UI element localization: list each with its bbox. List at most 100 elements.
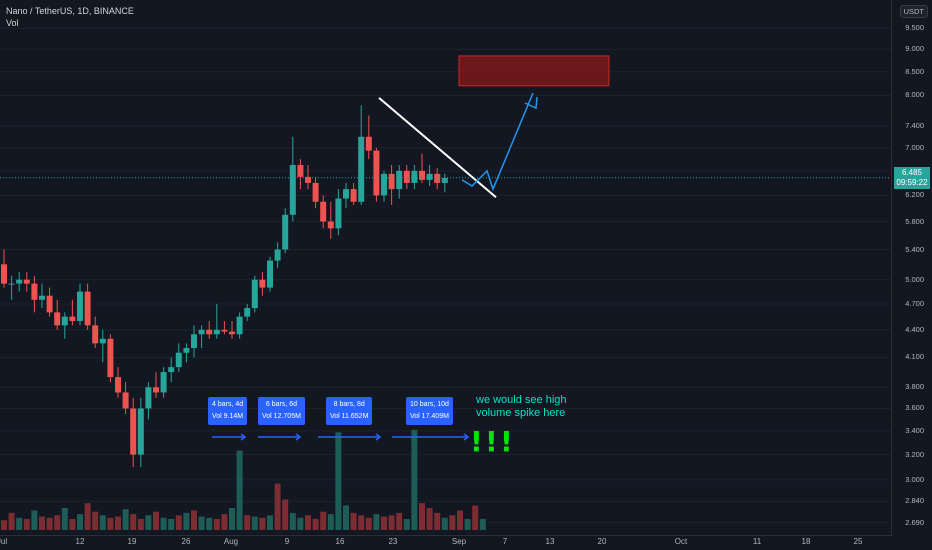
time-tick: 12 xyxy=(75,537,85,546)
candle-body xyxy=(221,329,228,332)
volume-bar xyxy=(206,517,213,530)
price-tick: 3.600 xyxy=(905,403,924,413)
volume-bar xyxy=(274,483,281,530)
price-tick: 3.000 xyxy=(905,474,924,484)
candle-body xyxy=(1,264,7,284)
volume-bar xyxy=(1,520,7,530)
candle-body xyxy=(441,178,448,183)
bars-range-label-1-line2: Vol 9.14M xyxy=(212,413,244,420)
candle-body xyxy=(259,279,266,288)
volume-bar xyxy=(449,515,456,530)
volume-bar xyxy=(115,516,121,530)
volume-bar xyxy=(403,519,410,530)
candle-body xyxy=(206,329,213,335)
time-tick: 9 xyxy=(284,537,290,546)
volume-bar xyxy=(297,517,304,530)
currency-button[interactable]: USDT xyxy=(899,5,928,18)
price-tick: 4.400 xyxy=(905,324,924,334)
bars-range-label-4: 10 bars, 10d Vol 17.409M xyxy=(406,397,453,425)
candle-body xyxy=(434,173,441,183)
time-tick: 13 xyxy=(545,537,555,546)
candle-body xyxy=(130,408,137,455)
volume-bar xyxy=(373,514,380,530)
price-tick: 2.840 xyxy=(905,496,924,506)
price-tick: 2.690 xyxy=(905,517,924,527)
volume-bar xyxy=(221,514,228,530)
current-price-label: 6.485 09:59:22 xyxy=(894,166,930,189)
bars-range-label-3-line2: Vol 11.652M xyxy=(330,413,369,420)
volume-bar xyxy=(168,519,175,530)
time-tick: 7 xyxy=(502,537,508,546)
candle-body xyxy=(137,408,144,455)
price-tick: 7.400 xyxy=(905,121,924,131)
candle-body xyxy=(175,352,182,368)
candle-body xyxy=(229,331,235,335)
bars-range-label-1: 4 bars, 4d Vol 9.14M xyxy=(208,397,248,425)
price-tick: 9.000 xyxy=(905,44,924,54)
volume-bar xyxy=(236,450,243,530)
volume-bar xyxy=(23,519,30,530)
volume-bar xyxy=(175,515,182,530)
candle-body xyxy=(350,189,357,202)
price-tick: 3.800 xyxy=(905,382,924,392)
candle-body xyxy=(320,201,327,222)
candle-body xyxy=(168,367,175,373)
note-line1: we would see high xyxy=(476,394,567,406)
candle-body xyxy=(8,283,15,285)
candle-body xyxy=(426,173,433,180)
range-arrow-head xyxy=(240,433,247,441)
price-tick: 3.400 xyxy=(905,425,924,435)
range-arrow-head xyxy=(463,433,470,441)
candle-body xyxy=(411,170,418,183)
candle-body xyxy=(327,221,334,229)
candle-body xyxy=(99,338,106,344)
volume-bar xyxy=(419,503,425,530)
volume-bar xyxy=(426,508,433,530)
exclamation-2: ! xyxy=(485,425,498,458)
price-tick: 8.500 xyxy=(905,66,924,76)
candle-body xyxy=(84,291,91,326)
volume-bar xyxy=(122,509,129,530)
price-tick: 4.700 xyxy=(905,298,924,308)
price-tick: 3.200 xyxy=(905,449,924,459)
time-tick: 18 xyxy=(801,537,811,546)
candle-body xyxy=(289,164,296,215)
bars-range-label-2-line2: Vol 12.705M xyxy=(262,413,301,420)
price-axis[interactable]: USDT 9.5009.0008.5008.0007.4007.0006.600… xyxy=(891,0,932,550)
volume-bar xyxy=(267,515,273,530)
price-chart[interactable] xyxy=(0,0,892,536)
candle-body xyxy=(312,182,319,202)
volume-bar xyxy=(31,510,38,530)
volume-bar xyxy=(343,505,349,530)
range-arrow-head xyxy=(295,433,302,441)
candle-body xyxy=(92,325,99,344)
time-axis[interactable]: Jul 12 19 26 Aug 9 16 23 Sep 7 13 20 Oct 11 18 25 xyxy=(0,535,892,550)
volume-bar xyxy=(54,515,61,530)
candle-body xyxy=(274,249,281,261)
time-tick: 23 xyxy=(388,537,398,546)
volume-bar xyxy=(289,512,296,530)
volume-bar xyxy=(213,519,220,530)
candle-body xyxy=(236,316,243,335)
candle-body xyxy=(39,295,45,300)
bars-range-label-3: 8 bars, 8d Vol 11.652M xyxy=(326,397,373,425)
exclamation-1: ! xyxy=(470,425,483,458)
volume-bar xyxy=(16,517,23,530)
candle-body xyxy=(61,316,68,326)
time-tick: Jul xyxy=(0,537,8,546)
volume-bar xyxy=(335,432,342,530)
volume-bar xyxy=(327,514,334,530)
candle-body xyxy=(358,136,365,202)
volume-bar xyxy=(479,519,486,530)
time-tick: 11 xyxy=(752,537,762,546)
price-tick: 5.000 xyxy=(905,274,924,284)
exclamation-3: ! xyxy=(500,425,513,458)
volume-bar xyxy=(39,516,45,530)
volume-bar xyxy=(441,517,448,530)
candle-body xyxy=(46,295,53,313)
volume-bar xyxy=(46,517,53,530)
volume-bar xyxy=(92,511,99,530)
price-tick: 5.800 xyxy=(905,216,924,226)
volume-spike-note: we would see high volume spike here xyxy=(476,394,567,420)
candle-body xyxy=(305,176,311,183)
